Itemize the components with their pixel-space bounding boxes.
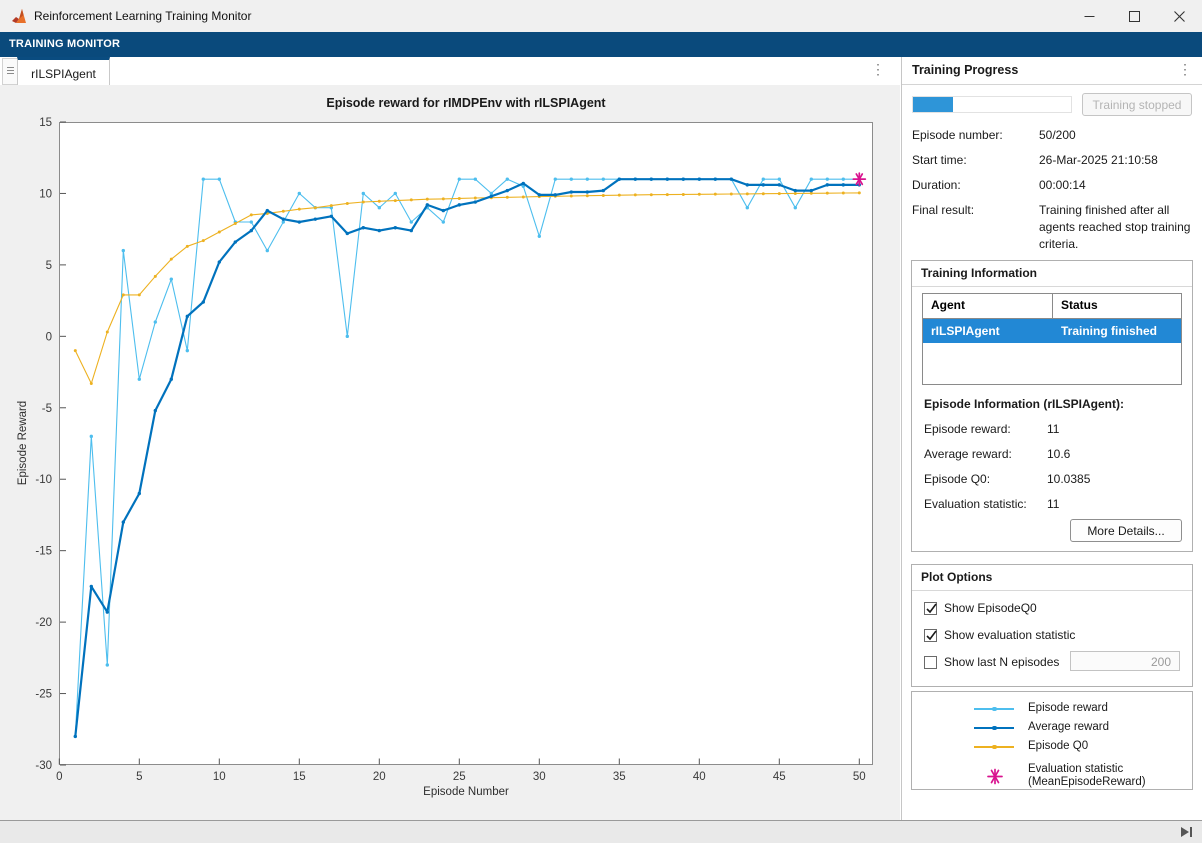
checkbox-label: Show evaluation statistic: [944, 628, 1075, 642]
training-progress-fields: Episode number: 50/200 Start time: 26-Ma…: [912, 127, 1194, 261]
training-progress-bar: [912, 96, 1072, 113]
svg-text:50: 50: [853, 771, 866, 783]
svg-text:20: 20: [373, 771, 386, 783]
document-tabstrip: rILSPIAgent ⋮: [0, 57, 900, 86]
maximize-button[interactable]: [1112, 0, 1157, 32]
show-episodeq0-option[interactable]: Show EpisodeQ0: [924, 601, 1037, 615]
svg-text:0: 0: [56, 771, 62, 783]
show-last-n-episodes-option[interactable]: Show last N episodes: [924, 655, 1059, 669]
toolstrip: TRAINING MONITOR: [0, 32, 1202, 57]
close-button[interactable]: [1157, 0, 1202, 32]
training-progress-header: Training Progress ⋮: [902, 57, 1202, 85]
duration-row: Duration: 00:00:14: [912, 177, 1194, 194]
svg-text:10: 10: [39, 188, 52, 200]
svg-text:30: 30: [533, 771, 546, 783]
window-title: Reinforcement Learning Training Monitor: [34, 9, 251, 23]
svg-text:25: 25: [453, 771, 466, 783]
episode-number-row: Episode number: 50/200: [912, 127, 1194, 144]
window-titlebar: Reinforcement Learning Training Monitor: [0, 0, 1202, 32]
checkbox-label: Show EpisodeQ0: [944, 601, 1037, 615]
svg-text:15: 15: [39, 117, 52, 129]
episode-q0-line-icon: [972, 737, 1018, 756]
window-controls: [1067, 0, 1202, 32]
status-cell: Training finished: [1053, 319, 1181, 343]
training-information-group: Training Information Agent Status rILSPI…: [911, 260, 1193, 552]
training-information-title: Training Information: [912, 261, 1192, 287]
svg-text:-25: -25: [35, 689, 52, 701]
plot-options-group: Plot Options Show EpisodeQ0 Show evaluat…: [911, 564, 1193, 687]
svg-text:40: 40: [693, 771, 706, 783]
average-reward-line-icon: [972, 718, 1018, 737]
status-bar: [0, 820, 1202, 843]
plot-options-title: Plot Options: [912, 565, 1192, 591]
evaluation-statistic-asterisk-icon: [972, 767, 1018, 786]
training-plot-figure: 0 5 10 15 20 25 30 35 40 45 50 -30 -25 -20 -15 -10 -5 0 5 1…: [0, 85, 900, 820]
svg-text:35: 35: [613, 771, 626, 783]
training-chart[interactable]: 0 5 10 15 20 25 30 35 40 45 50 -30 -25 -20 -15 -10 -5 0 5 1…: [0, 85, 900, 820]
svg-text:5: 5: [46, 260, 52, 272]
training-progress-panel: Training Progress ⋮ Training stopped Epi…: [901, 57, 1202, 820]
final-result-row: Final result: Training finished after al…: [912, 202, 1194, 253]
svg-text:-5: -5: [42, 403, 52, 415]
episode-information-fields: Episode reward: 11 Average reward: 10.6 …: [924, 421, 1186, 521]
more-details-button[interactable]: More Details...: [1070, 519, 1182, 542]
svg-text:45: 45: [773, 771, 786, 783]
legend-two-line-label: Evaluation statistic (MeanEpisodeReward): [1028, 763, 1146, 789]
show-episodeq0-checkbox[interactable]: [924, 602, 937, 615]
evaluation-statistic-row: Evaluation statistic: 11: [924, 496, 1186, 513]
chart-title: Episode reward for rIMDPEnv with rILSPIA…: [326, 96, 606, 110]
matlab-logo-icon: [10, 7, 28, 25]
table-row[interactable]: rILSPIAgent Training finished: [923, 319, 1181, 343]
start-time-row: Start time: 26-Mar-2025 21:10:58: [912, 152, 1194, 169]
y-axis-label: Episode Reward: [17, 401, 29, 485]
last-n-episodes-input[interactable]: 200: [1070, 651, 1180, 671]
episode-information-title: Episode Information (rILSPIAgent):: [924, 397, 1124, 411]
agent-status-table[interactable]: Agent Status rILSPIAgent Training finish…: [922, 293, 1182, 385]
episode-reward-row: Episode reward: 11: [924, 421, 1186, 438]
status-column-header[interactable]: Status: [1053, 294, 1181, 318]
tabstrip-menu-icon[interactable]: ⋮: [871, 61, 885, 78]
checkbox-label: Show last N episodes: [944, 655, 1059, 669]
plot-box: [60, 123, 873, 765]
legend-entry-episode-q0: Episode Q0: [972, 737, 1192, 756]
panel-menu-icon[interactable]: ⋮: [1178, 61, 1192, 78]
show-last-n-episodes-checkbox[interactable]: [924, 656, 937, 669]
svg-text:-30: -30: [35, 760, 52, 772]
toolstrip-tab-training-monitor[interactable]: TRAINING MONITOR: [9, 38, 120, 50]
average-reward-row: Average reward: 10.6: [924, 446, 1186, 463]
agent-cell: rILSPIAgent: [923, 319, 1053, 343]
training-stopped-button[interactable]: Training stopped: [1082, 93, 1192, 116]
svg-text:0: 0: [46, 331, 52, 343]
skip-to-end-icon[interactable]: [1180, 826, 1194, 838]
show-evaluation-statistic-option[interactable]: Show evaluation statistic: [924, 628, 1075, 642]
episode-reward-line-icon: [972, 699, 1018, 718]
progress-bar-fill: [913, 97, 953, 112]
svg-text:15: 15: [293, 771, 306, 783]
x-axis-label: Episode Number: [423, 786, 509, 798]
minimize-button[interactable]: [1067, 0, 1112, 32]
show-evaluation-statistic-checkbox[interactable]: [924, 629, 937, 642]
svg-text:-10: -10: [35, 474, 52, 486]
svg-text:10: 10: [213, 771, 226, 783]
episode-q0-row: Episode Q0: 10.0385: [924, 471, 1186, 488]
panel-title: Training Progress: [912, 63, 1018, 77]
svg-text:-20: -20: [35, 617, 52, 629]
legend-entry-average-reward: Average reward: [972, 718, 1192, 737]
legend-entry-evaluation-statistic: Evaluation statistic (MeanEpisodeReward): [972, 756, 1192, 796]
legend-entry-episode-reward: Episode reward: [972, 699, 1192, 718]
grip-lines-icon: [7, 67, 14, 75]
svg-text:5: 5: [136, 771, 142, 783]
tab-label: rILSPIAgent: [31, 67, 96, 81]
table-header-row: Agent Status: [923, 294, 1181, 319]
document-area: rILSPIAgent ⋮ 05101520253035404550-30-25…: [0, 57, 900, 820]
tab-rilspiagent[interactable]: rILSPIAgent: [17, 57, 110, 87]
agent-column-header[interactable]: Agent: [923, 294, 1053, 318]
svg-text:-15: -15: [35, 546, 52, 558]
chart-legend-group: Episode reward Average reward Episode Q0…: [911, 691, 1193, 790]
